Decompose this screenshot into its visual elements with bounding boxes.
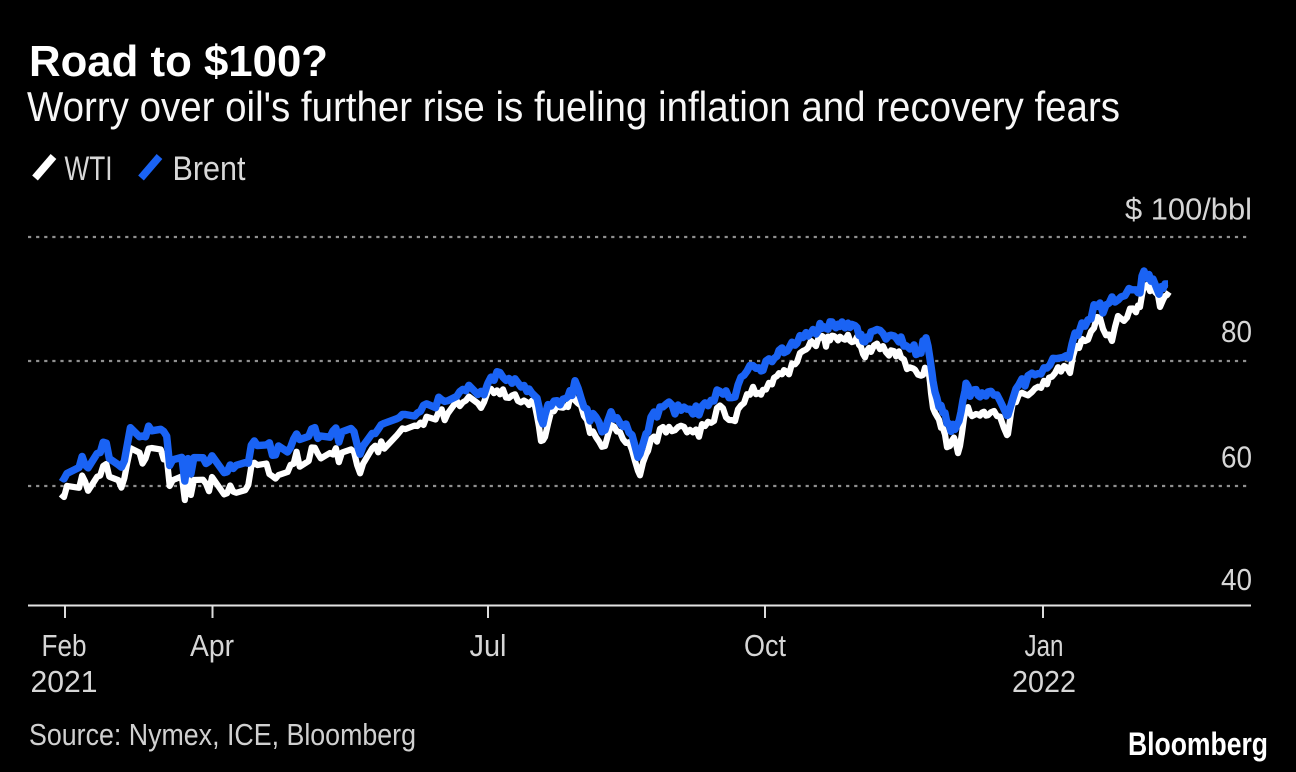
svg-text:80: 80 — [1221, 314, 1252, 349]
svg-text:Source: Nymex, ICE, Bloomberg: Source: Nymex, ICE, Bloomberg — [29, 717, 416, 752]
svg-text:WTI: WTI — [65, 150, 113, 188]
svg-text:Jul: Jul — [470, 628, 507, 663]
svg-text:2021: 2021 — [31, 664, 98, 699]
svg-text:Apr: Apr — [190, 628, 234, 663]
svg-text:Brent: Brent — [173, 150, 246, 188]
svg-text:Bloomberg: Bloomberg — [1128, 726, 1268, 762]
svg-text:2022: 2022 — [1012, 664, 1076, 699]
svg-text:Oct: Oct — [744, 628, 786, 663]
svg-text:60: 60 — [1221, 440, 1252, 475]
svg-text:Worry over oil's further rise: Worry over oil's further rise is fueling… — [27, 83, 1120, 130]
svg-text:Jan: Jan — [1025, 628, 1064, 663]
svg-text:Road to $100?: Road to $100? — [29, 37, 328, 86]
svg-text:Feb: Feb — [42, 628, 87, 663]
svg-text:40: 40 — [1221, 562, 1252, 597]
svg-text:$ 100/bbl: $ 100/bbl — [1125, 192, 1252, 227]
